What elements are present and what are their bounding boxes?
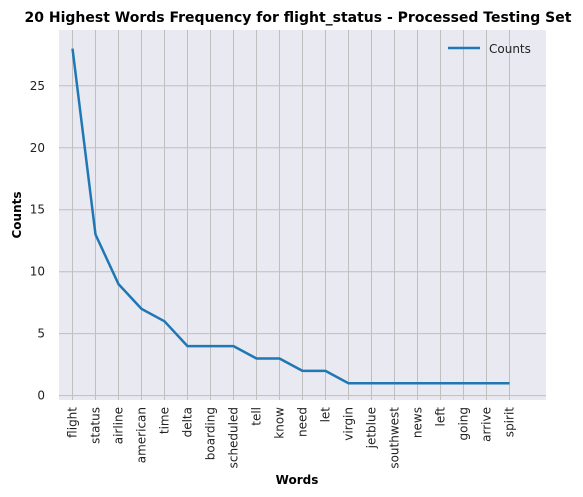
x-tick-label: spirit [503, 407, 517, 437]
x-tick-label: need [296, 407, 310, 437]
x-tick-label: delta [181, 407, 195, 437]
y-axis-ticks: 0 5 10 15 20 25 [30, 79, 45, 403]
x-tick-label: flight [66, 407, 80, 438]
x-tick-label: status [89, 407, 103, 444]
x-tick-label: tell [250, 407, 264, 426]
x-tick-label: boarding [204, 407, 218, 460]
x-tick-label: jetblue [365, 407, 379, 449]
series-layer [71, 48, 510, 385]
x-tick-label: news [411, 407, 425, 438]
x-tick-label: left [434, 407, 448, 427]
legend: Counts [448, 42, 531, 56]
legend-label: Counts [489, 42, 531, 56]
x-tick-label: southwest [388, 407, 402, 469]
y-axis-label: Counts [10, 191, 24, 238]
x-tick-label: arrive [480, 407, 494, 442]
y-tick-label: 20 [30, 141, 45, 155]
x-tick-label: airline [112, 407, 126, 444]
y-tick-label: 25 [30, 79, 45, 93]
x-tick-label: let [319, 407, 333, 423]
x-tick-label: scheduled [227, 407, 241, 468]
x-tick-label: time [158, 407, 172, 434]
series-line-0 [71, 48, 510, 385]
y-tick-label: 5 [37, 327, 45, 341]
grid-lines [59, 30, 546, 400]
x-axis-ticks: flight status airline american time delta boar… [66, 407, 517, 469]
y-tick-label: 0 [37, 389, 45, 403]
x-tick-label: virgin [342, 407, 356, 441]
x-tick-label: american [135, 407, 149, 463]
x-axis-label: Words [276, 473, 319, 487]
chart-title: 20 Highest Words Frequency for flight_st… [25, 10, 572, 26]
y-tick-label: 15 [30, 203, 45, 217]
y-tick-label: 10 [30, 265, 45, 279]
x-tick-label: going [457, 407, 471, 441]
x-tick-label: know [273, 407, 287, 439]
